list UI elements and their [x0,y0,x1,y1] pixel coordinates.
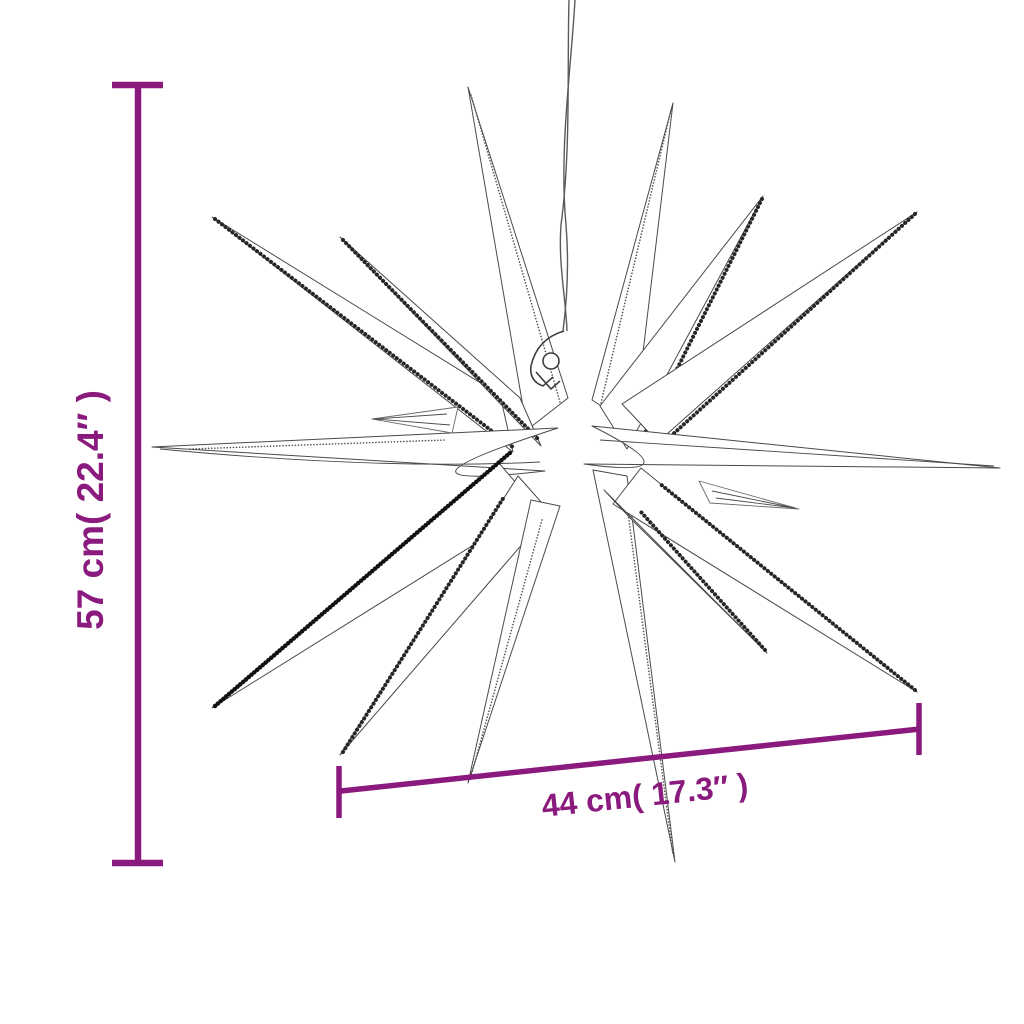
hanging-cord [559,0,576,332]
star-spike-upper-left-long [211,216,516,453]
star-spike-upper-right-long [621,211,918,448]
star-spike-lower-left-inner [339,475,551,756]
width-dimension-label: 44 cm( 17.3″ ) [540,766,750,823]
star-spike-right-horizontal [583,425,1001,469]
hanging-hook [529,330,565,391]
star-spike-lower-right-long [612,467,918,693]
height-dimension-label: 57 cm( 22.4″ ) [70,390,111,630]
height-dimension-line [112,81,163,867]
star-spike-fore-left [371,406,459,434]
star-spike-up-left [467,86,569,431]
star-spike-down-left [467,499,561,784]
star-spike-down-right [592,469,676,863]
star-drawing [151,0,1001,863]
star-spike-fore-right [698,480,800,510]
star-spike-upper-left-inner [339,236,542,447]
width-dimension-line [336,703,922,818]
star-spike-lower-right-inner [603,489,768,654]
dimension-annotations: 57 cm( 22.4″ ) 44 cm( 17.3″ ) [70,81,922,867]
